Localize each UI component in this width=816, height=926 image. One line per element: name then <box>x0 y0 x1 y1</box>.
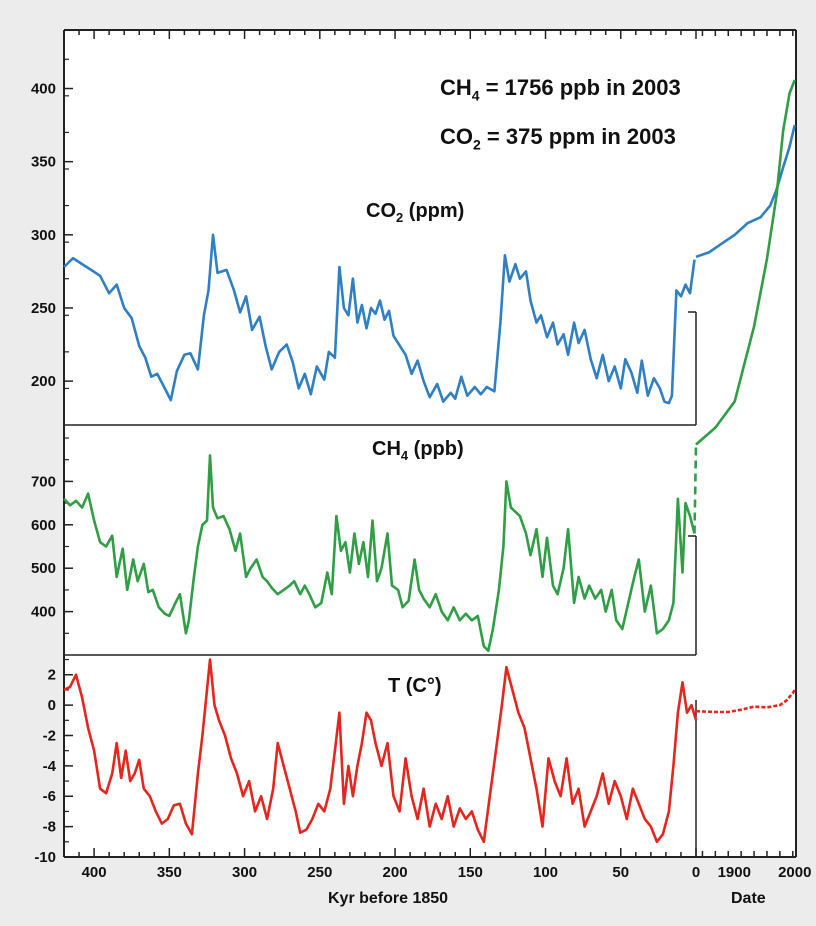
t-instrumental-line <box>695 687 798 714</box>
y-tick-label: 250 <box>31 300 56 317</box>
date-tick-label: 2000 <box>778 864 811 881</box>
x-tick-label: 150 <box>458 864 483 881</box>
y-tick-label: 300 <box>31 227 56 244</box>
plot-background <box>64 30 796 857</box>
t-ice-core-line <box>63 658 698 844</box>
ch4-panel-title: CH4 (ppb) <box>372 438 464 463</box>
y-tick-label: 600 <box>31 517 56 534</box>
date-tick-label: 1900 <box>718 864 751 881</box>
date-axis-label: Date <box>731 890 766 907</box>
y-tick-label: 400 <box>31 604 56 621</box>
ch4-ice-core-line <box>63 454 696 653</box>
ch4-annotation: CH4 = 1756 ppb in 2003 <box>440 75 681 104</box>
x-tick-label: 0 <box>692 864 700 881</box>
co2-panel-title: CO2 (ppm) <box>366 200 465 225</box>
x-tick-label: 100 <box>533 864 558 881</box>
y-tick-label: 700 <box>31 473 56 490</box>
y-tick-label: -6 <box>43 788 56 805</box>
y-tick-label: 500 <box>31 560 56 577</box>
y-tick-label: 200 <box>31 373 56 390</box>
x-axis-label: Kyr before 1850 <box>328 890 449 907</box>
y-tick-label: -10 <box>34 849 56 866</box>
y-tick-label: 0 <box>48 697 56 714</box>
ch4-gap-dashed-line <box>693 444 698 534</box>
ch4-instrumental-line <box>695 79 796 446</box>
x-tick-label: 400 <box>82 864 107 881</box>
y-tick-label: -8 <box>43 819 56 836</box>
y-tick-label: 400 <box>31 81 56 98</box>
y-tick-label: 2 <box>48 667 56 684</box>
co2-ice-core-line <box>63 233 696 405</box>
x-tick-label: 50 <box>612 864 629 881</box>
y-tick-label: -2 <box>43 727 56 744</box>
co2-instrumental-line <box>695 124 796 259</box>
y-tick-label: 350 <box>31 154 56 171</box>
temperature-panel-title: T (C°) <box>388 675 442 697</box>
co2-annotation: CO2 = 375 ppm in 2003 <box>440 124 676 153</box>
x-tick-label: 250 <box>307 864 332 881</box>
x-tick-label: 350 <box>157 864 182 881</box>
x-tick-label: 300 <box>232 864 257 881</box>
y-tick-label: -4 <box>43 758 57 775</box>
x-tick-label: 200 <box>383 864 408 881</box>
